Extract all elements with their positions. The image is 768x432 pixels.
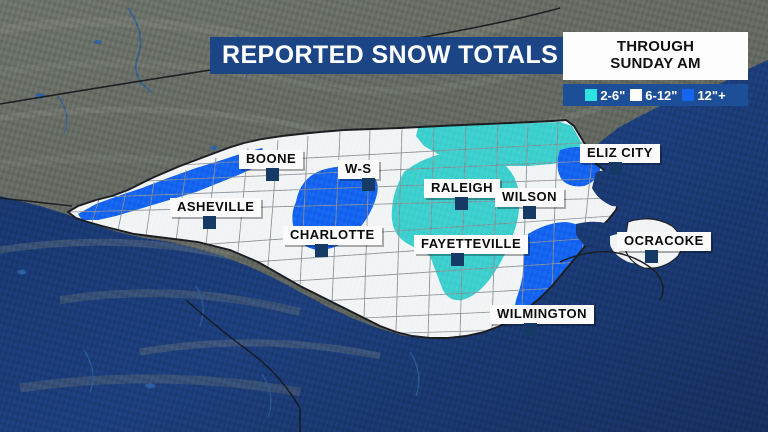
valid-time-box: THROUGH SUNDAY AM [563,32,748,80]
city-label-charlotte: CHARLOTTE [283,226,382,257]
city-label-ocracoke: OCRACOKE [617,232,711,263]
city-label-eliz-city: ELIZ CITY [580,144,660,175]
city-label-raleigh: RALEIGH [424,179,500,210]
city-label-text: WILSON [495,188,564,207]
city-label-asheville: ASHEVILLE [170,198,262,229]
nc-state-border [66,119,621,339]
city-marker [266,168,279,181]
city-label-text: OCRACOKE [617,232,711,251]
city-marker [523,206,536,219]
city-marker [451,253,464,266]
city-label-text: FAYETTEVILLE [414,235,529,254]
city-marker [362,178,375,191]
legend-item-6-12: 6-12" [630,89,677,102]
legend-swatch-6-12 [630,89,643,101]
city-marker [645,250,658,263]
city-label-text: WILMINGTON [490,305,594,324]
city-label-w-s: W-S [338,160,379,191]
city-label-wilson: WILSON [495,188,564,219]
page-title: REPORTED SNOW TOTALS [222,41,559,69]
city-marker [524,323,537,336]
city-label-text: ELIZ CITY [580,144,660,163]
city-label-fayetteville: FAYETTEVILLE [414,235,529,266]
valid-time-line2: SUNDAY AM [610,55,701,72]
legend-label-2-6: 2-6" [600,87,626,103]
city-label-text: BOONE [239,150,304,169]
city-label-text: CHARLOTTE [283,226,382,245]
legend-item-12-plus: 12"+ [682,87,726,103]
title-bar: REPORTED SNOW TOTALS [210,37,563,74]
legend-swatch-2-6 [585,89,598,101]
legend-item-2-6: 2-6" [585,89,625,102]
city-marker [455,197,468,210]
city-label-text: RALEIGH [424,179,500,198]
snow-region-southeast-coast [514,222,595,327]
legend-label-12-plus: 12"+ [697,87,726,103]
city-label-boone: BOONE [239,150,304,181]
legend-swatch-12-plus [682,89,695,101]
snow-region-blue-ridge-band [78,148,266,220]
legend-label-6-12: 6-12" [645,87,678,103]
city-marker [609,162,622,175]
city-label-text: W-S [338,160,379,179]
city-marker [315,244,328,257]
city-label-wilmington: WILMINGTON [490,305,594,336]
snow-legend: 2-6" 6-12" 12"+ [563,84,748,106]
valid-time-line1: THROUGH [616,38,695,56]
city-marker [203,216,216,229]
city-label-text: ASHEVILLE [170,198,262,217]
